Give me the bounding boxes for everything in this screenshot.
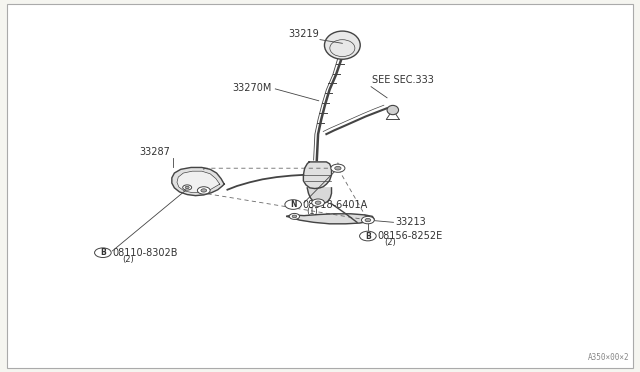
Text: N: N [290,200,296,209]
Ellipse shape [324,31,360,59]
Circle shape [335,166,341,170]
Circle shape [331,164,345,172]
Text: (2): (2) [122,255,134,264]
Text: A350×00×2: A350×00×2 [588,353,630,362]
Text: 33270M: 33270M [233,83,272,93]
Circle shape [289,214,300,219]
Circle shape [185,186,189,189]
Text: 08110-8302B: 08110-8302B [113,248,178,258]
Polygon shape [172,167,224,196]
Text: 08918-6401A: 08918-6401A [303,199,368,209]
Circle shape [285,200,301,209]
Circle shape [362,217,374,224]
Circle shape [201,189,207,192]
Text: (1): (1) [306,207,317,216]
Text: (2): (2) [385,238,396,247]
Circle shape [365,218,371,222]
Text: 33219: 33219 [288,29,319,39]
Polygon shape [287,214,374,224]
Text: SEE SEC.333: SEE SEC.333 [372,75,435,85]
Circle shape [95,248,111,257]
Circle shape [197,187,210,194]
Polygon shape [177,171,220,193]
Ellipse shape [387,105,399,115]
Text: B: B [365,231,371,241]
Text: B: B [100,248,106,257]
Circle shape [312,199,324,206]
Text: 33287: 33287 [139,147,170,157]
Circle shape [182,185,191,190]
Text: 08156-8252E: 08156-8252E [378,231,443,241]
Polygon shape [307,188,332,204]
Text: 33213: 33213 [396,217,426,227]
Circle shape [360,231,376,241]
Circle shape [292,215,297,218]
Polygon shape [303,162,332,189]
Circle shape [316,201,321,204]
